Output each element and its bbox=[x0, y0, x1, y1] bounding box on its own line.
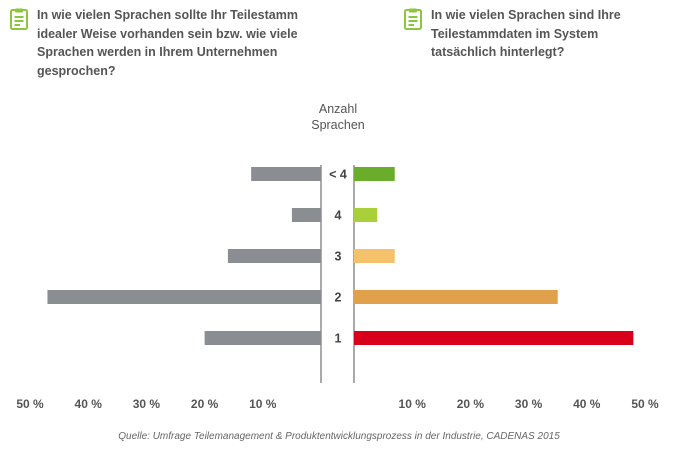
category-label: 4 bbox=[335, 209, 342, 223]
butterfly-bar-chart: Anzahl Sprachen < 4 4 3 2 1 50 % 40 % 30 % 20 % 10 … bbox=[16, 102, 659, 411]
question-left-text: In wie vielen Sprachen sollte Ihr Teiles… bbox=[37, 8, 298, 78]
x-tick-label-right: 30 % bbox=[515, 397, 543, 411]
category-axis-title: Anzahl bbox=[319, 102, 357, 116]
bar-left bbox=[204, 331, 321, 345]
category-axis-title: Sprachen bbox=[311, 118, 365, 132]
x-tick-label-left: 10 % bbox=[249, 397, 277, 411]
question-left: In wie vielen Sprachen sollte Ihr Teiles… bbox=[10, 6, 300, 80]
source-note: Quelle: Umfrage Teilemanagement & Produk… bbox=[118, 431, 560, 442]
question-right: In wie vielen Sprachen sind Ihre Teilest… bbox=[404, 6, 664, 62]
x-tick-label-right: 20 % bbox=[457, 397, 485, 411]
x-tick-label-right: 10 % bbox=[399, 397, 427, 411]
category-label: < 4 bbox=[329, 168, 347, 182]
bar-right bbox=[354, 167, 395, 181]
x-tick-label-right: 50 % bbox=[631, 397, 659, 411]
checklist-icon bbox=[404, 8, 422, 30]
bar-right bbox=[354, 208, 378, 222]
x-tick-label-left: 20 % bbox=[191, 397, 219, 411]
category-label: 2 bbox=[335, 291, 342, 305]
bar-left bbox=[227, 249, 321, 263]
x-tick-label-right: 40 % bbox=[573, 397, 601, 411]
category-label: 3 bbox=[335, 250, 342, 264]
bar-left bbox=[47, 290, 322, 304]
bar-left bbox=[251, 167, 321, 181]
bar-right bbox=[354, 331, 634, 345]
x-tick-label-left: 30 % bbox=[133, 397, 161, 411]
checklist-icon bbox=[10, 8, 28, 30]
question-right-text: In wie vielen Sprachen sind Ihre Teilest… bbox=[431, 8, 621, 59]
x-tick-label-left: 40 % bbox=[75, 397, 103, 411]
x-tick-label-left: 50 % bbox=[16, 397, 44, 411]
bar-right bbox=[354, 290, 558, 304]
bar-left bbox=[291, 208, 321, 222]
category-label: 1 bbox=[335, 332, 342, 346]
bar-right bbox=[354, 249, 395, 263]
